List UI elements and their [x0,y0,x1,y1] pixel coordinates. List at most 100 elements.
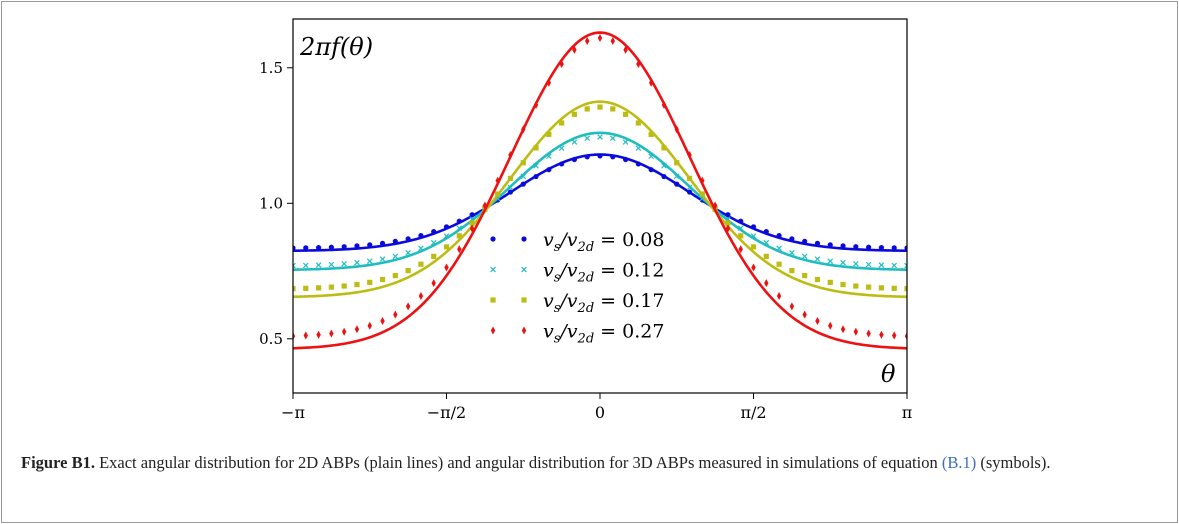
data-point [700,176,705,185]
data-point [622,156,629,163]
data-point [673,173,680,180]
data-point [853,327,859,336]
data-point [635,145,642,151]
x-tick-label: π [902,403,913,422]
data-point [610,106,616,112]
data-point [418,261,424,267]
data-point [507,184,514,191]
data-point [661,145,667,151]
data-point [623,45,628,54]
data-point [316,330,321,339]
data-point [303,245,309,251]
data-point [392,238,398,244]
data-point [866,329,871,338]
data-point [456,233,462,239]
series-circle [293,153,907,253]
data-point [303,285,309,291]
legend-marker [521,266,527,273]
data-point [495,191,501,197]
data-point [878,285,885,291]
legend-marker [490,236,496,242]
data-point [558,145,565,151]
data-point [456,225,463,231]
data-point [405,249,411,256]
data-point [303,331,308,340]
data-point [546,78,552,87]
data-point [802,310,807,319]
series-square [293,100,907,299]
data-point [622,139,629,145]
data-point [878,244,885,251]
data-point [763,253,769,259]
data-point [533,100,539,109]
data-point [814,276,821,283]
data-point [431,253,437,259]
caption-label: Figure B1. [21,453,95,472]
legend-marker [521,326,527,335]
x-axis-label: θ [881,360,896,388]
data-point [443,224,450,230]
data-point [750,224,757,230]
data-point [585,36,590,45]
data-point [609,135,616,142]
x-tick-label: −π/2 [427,403,467,422]
data-point [789,236,795,242]
figure-caption: Figure B1. Exact angular distribution fo… [21,450,1151,475]
y-tick-label: 1.0 [259,194,283,212]
data-point [469,220,475,226]
data-point [853,244,859,250]
data-point [892,331,897,340]
data-point [904,245,907,251]
data-point [827,258,834,264]
data-point [302,262,309,269]
data-point [380,316,385,325]
data-point [584,135,591,142]
data-point [815,316,820,325]
data-point [354,259,360,266]
data-point [393,310,398,319]
data-point [559,60,564,69]
data-point [648,131,654,137]
data-point [776,233,782,239]
data-point [571,139,578,145]
data-point [751,263,756,272]
data-point [866,244,872,250]
data-point [789,249,795,256]
data-point [737,225,744,231]
legend-label: vs/v2d = 0.27 [543,321,664,347]
data-point [392,273,398,279]
legend-entry: vs/v2d = 0.12 [490,260,664,286]
data-point [379,276,386,283]
data-point [674,160,680,166]
data-point [431,229,437,235]
data-point [610,36,615,45]
data-point [674,181,680,187]
data-point [674,125,679,134]
data-point [597,153,603,159]
data-point [584,154,590,160]
data-point [648,153,654,160]
data-point [354,243,360,249]
equation-link[interactable]: (B.1) [941,453,977,472]
data-point [354,281,360,288]
data-point [789,267,795,274]
data-point [801,253,808,260]
data-point [764,279,769,288]
data-point [520,181,526,187]
data-point [891,262,898,269]
data-point [828,321,833,330]
data-point [686,189,693,195]
data-point [776,291,782,300]
data-point [367,242,373,248]
data-point [725,220,731,226]
data-point [533,162,539,169]
data-point [443,244,450,250]
data-point [840,243,846,249]
data-point [584,106,590,112]
data-point [328,261,335,268]
series-layer [293,31,907,350]
data-point [469,212,475,218]
data-point [636,60,641,69]
legend-entry: vs/v2d = 0.17 [490,290,664,316]
